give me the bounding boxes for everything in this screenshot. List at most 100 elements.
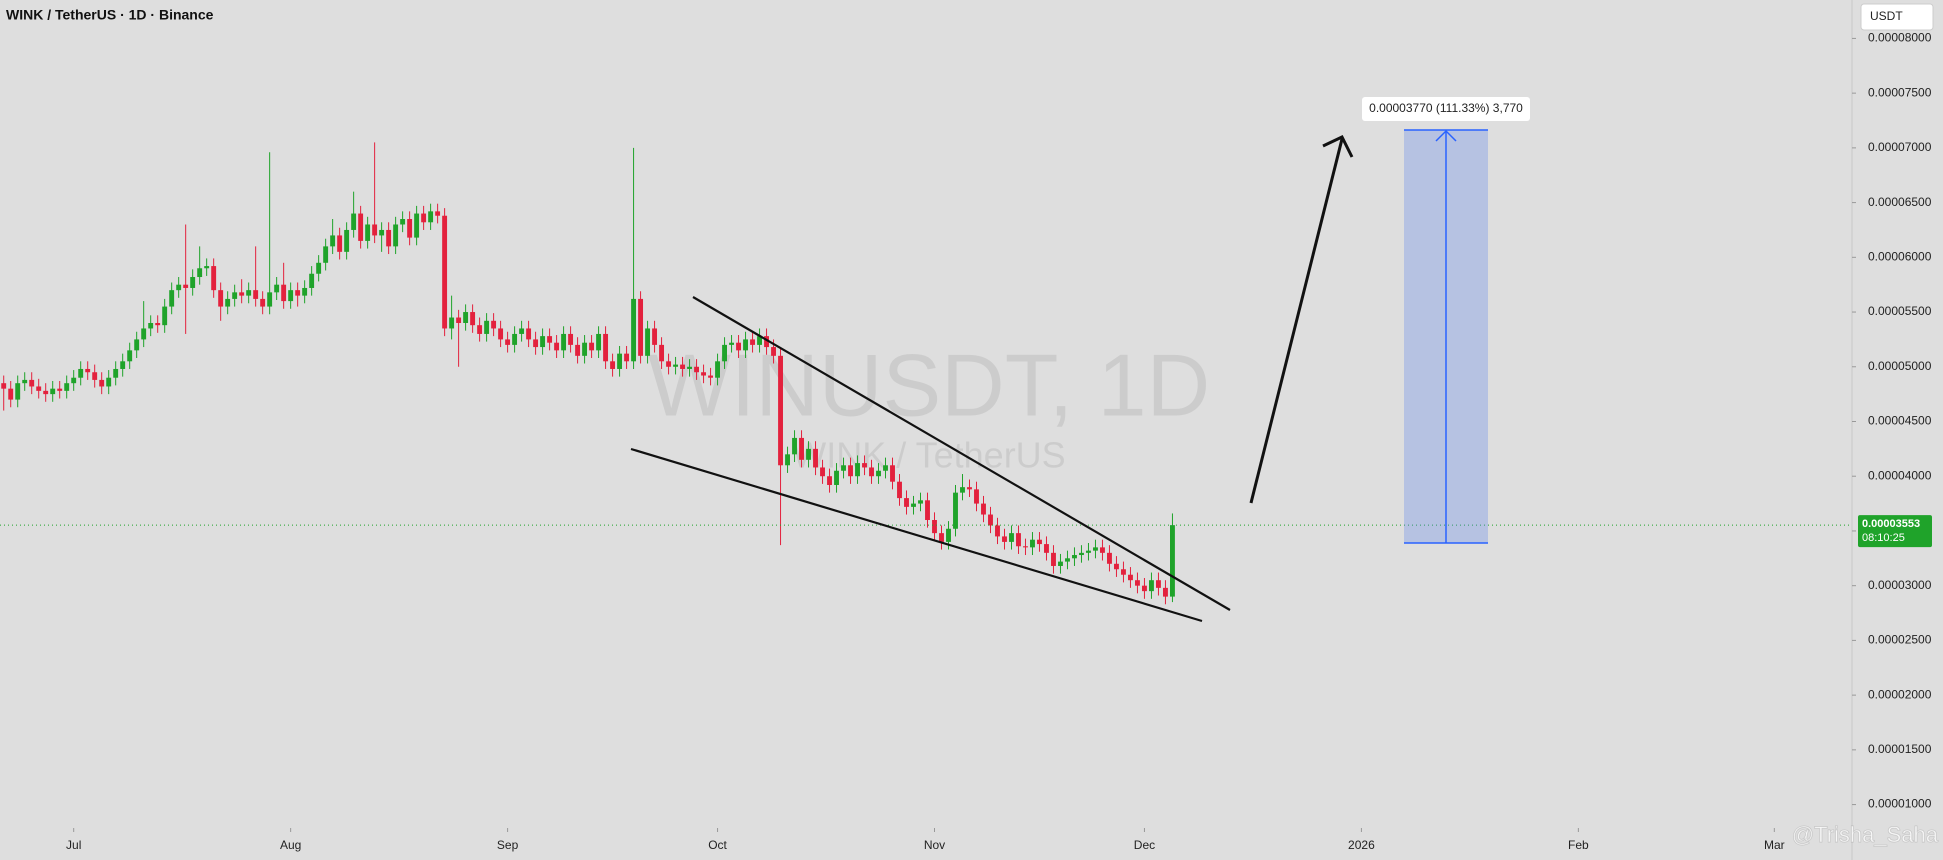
candle-body xyxy=(771,347,776,356)
candle-body xyxy=(120,361,126,369)
candle-body xyxy=(876,470,881,477)
candle-body xyxy=(421,213,427,223)
candle-body xyxy=(491,320,497,329)
candle-body xyxy=(645,328,651,356)
candle-body xyxy=(260,298,266,307)
candle-body xyxy=(190,277,196,288)
candle-body xyxy=(218,290,224,307)
candle-body xyxy=(890,465,895,482)
candle-body xyxy=(582,342,588,356)
currency-button[interactable] xyxy=(1860,3,1934,31)
candle-body xyxy=(610,361,616,369)
last-price-label: 0.00003553 xyxy=(1862,518,1920,530)
candle-body xyxy=(456,317,462,323)
candle-body xyxy=(652,328,658,345)
candle-body xyxy=(15,383,21,400)
candle-body xyxy=(134,339,140,351)
arrow-head xyxy=(1322,135,1354,158)
candle-body xyxy=(372,224,378,236)
candle-body xyxy=(470,312,476,326)
y-tick-label: 0.00006000 xyxy=(1868,249,1932,263)
candle-body xyxy=(673,364,679,367)
last-price-tag xyxy=(1858,515,1932,548)
candle-body xyxy=(1044,544,1049,553)
candle-body xyxy=(463,312,469,323)
candle-body xyxy=(764,336,769,348)
measure-arrow-head xyxy=(1435,129,1457,142)
candle-body xyxy=(302,287,308,296)
candle-body xyxy=(50,388,56,395)
candle-body xyxy=(1086,550,1091,553)
candle-body xyxy=(925,500,930,521)
x-tick-label: Feb xyxy=(1568,838,1589,852)
candle-body xyxy=(197,268,203,278)
candle-body xyxy=(29,379,35,387)
candle-body xyxy=(505,339,511,345)
y-tick-label: 0.00004000 xyxy=(1868,468,1932,482)
candle-body xyxy=(344,229,350,252)
measure-label: 0.00003770 (111.33%) 3,770 xyxy=(1369,101,1523,115)
candle-body xyxy=(365,224,371,241)
candle-body xyxy=(176,284,182,291)
watermark-sub: WINK / TetherUS xyxy=(792,435,1065,476)
candle-body xyxy=(834,470,839,485)
candle-body xyxy=(1156,580,1161,588)
candle-body xyxy=(239,292,245,296)
candle-body xyxy=(960,487,965,493)
candle-body xyxy=(253,290,259,299)
candle-body xyxy=(904,498,909,507)
candle-body xyxy=(575,344,581,356)
candle-body xyxy=(274,284,280,293)
candle-body xyxy=(295,290,301,296)
candle-body xyxy=(1072,555,1077,559)
candle-body xyxy=(918,500,923,504)
chart-title: WINK / TetherUS · 1D · Binance xyxy=(6,7,214,23)
candle-body xyxy=(281,284,287,302)
candle-body xyxy=(407,219,413,238)
candle-body xyxy=(785,454,790,466)
candle-body xyxy=(316,262,322,274)
candle-body xyxy=(106,377,112,387)
candle-body xyxy=(309,273,315,288)
candle-body xyxy=(813,448,818,468)
candle-body xyxy=(43,390,49,395)
candle-body xyxy=(71,377,77,384)
candle-body xyxy=(666,361,672,367)
candle-body xyxy=(512,333,518,345)
candle-body xyxy=(1135,580,1140,586)
candle-body xyxy=(638,298,644,356)
candle-body xyxy=(1058,561,1063,566)
countdown: 08:10:25 xyxy=(1862,532,1905,544)
x-tick-label: Sep xyxy=(497,838,519,852)
candle-body xyxy=(554,342,560,351)
candle-body xyxy=(736,342,741,351)
candle-body xyxy=(617,353,623,369)
candle-body xyxy=(78,368,84,378)
candle-body xyxy=(757,336,762,345)
y-tick-label: 0.00008000 xyxy=(1868,31,1932,45)
candle-body xyxy=(1009,533,1014,542)
candle-body xyxy=(750,339,755,345)
candle-body xyxy=(85,368,91,373)
x-tick-label: Aug xyxy=(280,838,301,852)
y-tick-label: 0.00007500 xyxy=(1868,85,1932,99)
candle-body xyxy=(414,213,420,238)
candle-body xyxy=(687,366,693,369)
candle-body xyxy=(841,465,846,471)
candle-body xyxy=(1002,536,1007,542)
candle-body xyxy=(36,386,42,391)
candle-body xyxy=(1065,558,1070,562)
candle-body xyxy=(1030,539,1035,548)
x-tick-label: Jul xyxy=(66,838,81,852)
y-tick-label: 0.00006500 xyxy=(1868,195,1932,209)
candle-body xyxy=(246,290,252,296)
candle-body xyxy=(708,375,714,378)
candle-body xyxy=(862,463,867,468)
candle-body xyxy=(778,355,783,466)
candle-body xyxy=(232,292,238,299)
candle-body xyxy=(351,213,357,230)
candle-body xyxy=(386,229,392,247)
candle-body xyxy=(624,353,630,362)
